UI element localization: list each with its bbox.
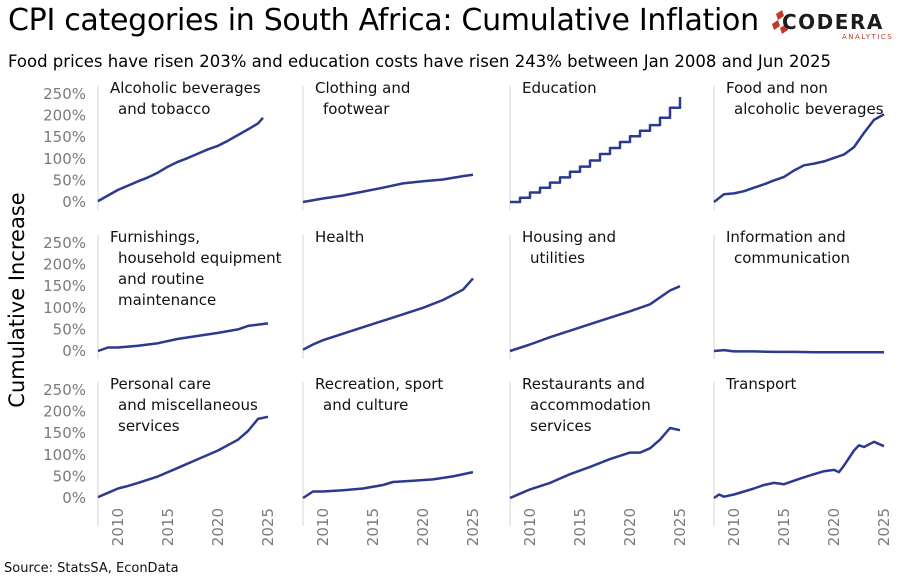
panel-label-line: maintenance: [118, 291, 216, 309]
x-tick-label: 2015: [364, 508, 382, 546]
y-tick-label: 150%: [43, 424, 86, 442]
codera-logo-icon: [772, 10, 788, 34]
panel-label: Personal care and miscellaneous services: [110, 375, 258, 435]
panel-label: Food and non alcoholic beverages: [726, 79, 884, 118]
x-tick-label: 2020: [825, 508, 843, 546]
panel-label-line: Clothing and: [315, 79, 410, 97]
panel-label-line: Housing and: [522, 228, 616, 246]
x-tick-label: 2025: [464, 508, 482, 546]
panel-label: Housing and utilities: [522, 228, 616, 267]
panel-label-line: Transport: [725, 375, 797, 393]
panel-label: Restaurants and accommodation services: [522, 375, 651, 435]
y-tick-label: 100%: [43, 446, 86, 464]
y-tick-label: 150%: [43, 128, 86, 146]
chart-title: CPI categories in South Africa: Cumulati…: [8, 3, 759, 38]
y-tick-label: 200%: [43, 403, 86, 421]
panel-label-line: footwear: [323, 100, 390, 118]
y-tick-label: 0%: [62, 342, 86, 360]
y-tick-label: 50%: [53, 171, 86, 189]
panel-label-line: services: [118, 417, 180, 435]
small-multiples-chart: Cumulative Increase 0% 50% 100% 150% 200% 250%…: [5, 79, 893, 546]
series-line: [97, 415, 269, 499]
x-tick-label: 2010: [521, 508, 539, 546]
panel-label-line: and miscellaneous: [118, 396, 258, 414]
y-tick-label: 50%: [53, 467, 86, 485]
panel-label-line: household equipment: [118, 249, 282, 267]
series-line: [713, 113, 885, 203]
source-note: Source: StatsSA, EconData: [4, 561, 179, 576]
series-line: [509, 426, 681, 500]
series-line: [302, 470, 474, 500]
x-tick-label: 2010: [109, 508, 127, 546]
panel-label-line: Alcoholic beverages: [110, 79, 261, 97]
y-tick-label: 100%: [43, 150, 86, 168]
panel-label-line: Recreation, sport: [315, 375, 443, 393]
y-tick-label: 200%: [43, 107, 86, 125]
logo-subtext: ANALYTICS: [842, 33, 894, 41]
x-tick-label: 2015: [775, 508, 793, 546]
panel-label-line: Food and non: [726, 79, 828, 97]
logo-text: CODERA: [782, 10, 884, 34]
panel-label-line: Education: [522, 79, 597, 97]
series-line: [713, 348, 884, 354]
series-line: [713, 440, 885, 500]
series-line: [97, 116, 264, 203]
panel-label: Transport: [725, 375, 797, 393]
panel-label-line: and culture: [323, 396, 408, 414]
x-tick-label: 2015: [159, 508, 177, 546]
panel-label: Health: [315, 228, 364, 246]
y-tick-label: 100%: [43, 299, 86, 317]
panel-label-line: services: [530, 417, 592, 435]
y-tick-label: 150%: [43, 277, 86, 295]
y-tick-label: 200%: [43, 256, 86, 274]
series-line: [302, 173, 474, 204]
y-tick-label: 0%: [62, 193, 86, 211]
panel-label: Recreation, sport and culture: [315, 375, 443, 414]
series-line: [302, 277, 474, 351]
panel-label: Furnishings, household equipment and routi…: [110, 228, 282, 309]
y-tick-label: 250%: [43, 381, 86, 399]
x-tick-label: 2025: [671, 508, 689, 546]
panel-label-line: Restaurants and: [522, 375, 645, 393]
y-tick-label: 50%: [53, 320, 86, 338]
panel-label-line: Furnishings,: [110, 228, 200, 246]
y-tick-label: 0%: [62, 489, 86, 507]
panel-label: Clothing and footwear: [315, 79, 410, 118]
panel-label: Education: [522, 79, 597, 97]
panel-label: Alcoholic beverages and tobacco: [110, 79, 261, 118]
x-tick-label: 2025: [259, 508, 277, 546]
x-tick-label: 2025: [875, 508, 893, 546]
panel-label-line: accommodation: [530, 396, 651, 414]
panel-label: Information and communication: [726, 228, 850, 267]
series-line: [510, 97, 682, 204]
x-tick-label: 2020: [621, 508, 639, 546]
series-line: [97, 322, 269, 353]
panel-label-line: Health: [315, 228, 364, 246]
panel-label-line: Personal care: [110, 375, 211, 393]
x-tick-label: 2015: [571, 508, 589, 546]
x-tick-label: 2010: [725, 508, 743, 546]
x-tick-label: 2020: [414, 508, 432, 546]
series-line: [509, 285, 681, 353]
panel-label-line: utilities: [530, 249, 585, 267]
y-tick-label: 250%: [43, 85, 86, 103]
panel-label-line: Information and: [726, 228, 846, 246]
y-tick-label: 250%: [43, 234, 86, 252]
panel-label-line: and routine: [118, 270, 204, 288]
panel-label-line: alcoholic beverages: [734, 100, 884, 118]
x-tick-label: 2020: [209, 508, 227, 546]
panel-label-line: communication: [734, 249, 850, 267]
chart-subtitle: Food prices have risen 203% and educatio…: [8, 52, 831, 71]
y-axis-label: Cumulative Increase: [5, 192, 29, 407]
x-tick-label: 2010: [314, 508, 332, 546]
panel-label-line: and tobacco: [118, 100, 210, 118]
